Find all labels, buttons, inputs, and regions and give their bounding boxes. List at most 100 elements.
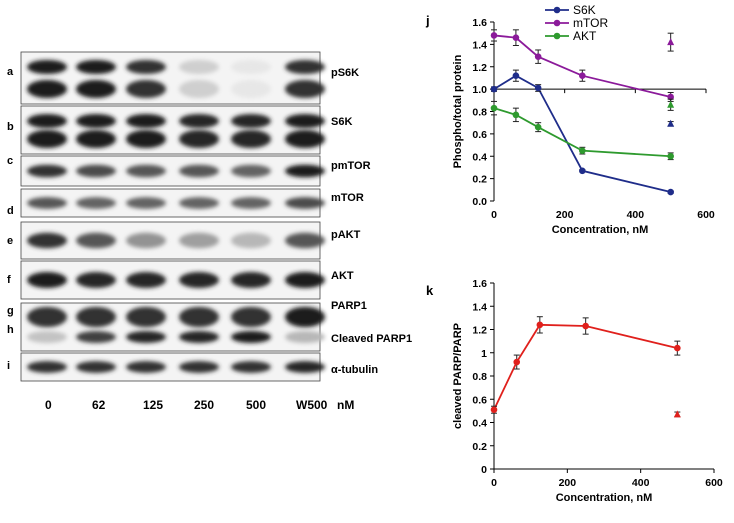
blot-band xyxy=(179,197,219,209)
blot-band xyxy=(76,361,116,373)
y-tick-label: 1 xyxy=(481,348,487,360)
lane-unit-label: nM xyxy=(337,398,354,412)
x-tick-label: 600 xyxy=(705,477,723,489)
x-axis-title: Concentration, nM xyxy=(552,224,649,236)
y-tick-label: 1.6 xyxy=(472,17,487,29)
y-tick-label: 0.4 xyxy=(472,418,487,430)
blot-band xyxy=(27,164,67,178)
blot-row-letter: c xyxy=(7,155,13,167)
blot-band xyxy=(126,130,166,148)
data-point xyxy=(579,167,586,175)
panel-letter: k xyxy=(426,283,434,298)
panel-letter: j xyxy=(425,13,430,28)
blot-band xyxy=(179,80,219,98)
blot-row-letter: i xyxy=(7,360,10,372)
y-tick-label: 1.4 xyxy=(472,39,487,51)
blot-row-label: S6K xyxy=(331,116,352,128)
blot-band xyxy=(179,130,219,148)
blot-row-letter: d xyxy=(7,205,14,217)
blot-band-cleaved xyxy=(27,331,67,343)
blot-band xyxy=(126,60,166,74)
blot-band xyxy=(231,232,271,249)
chart-panel-k: 0 0.2 0.4 0.6 0.8 1 1.2 1.4 1.6 0 200 400 600 Concent… xyxy=(426,278,723,504)
y-tick-label: 0.8 xyxy=(472,371,487,383)
blot-row-label: Cleaved PARP1 xyxy=(331,333,412,345)
data-point xyxy=(582,322,589,330)
blot-band xyxy=(126,306,166,328)
blot-row-label: mTOR xyxy=(331,192,364,204)
blot-row-letter: a xyxy=(7,66,14,78)
blot-row-letter: f xyxy=(7,274,11,286)
y-tick-label: 1.6 xyxy=(472,278,487,290)
blot-band xyxy=(76,272,116,288)
blot-band xyxy=(179,232,219,249)
blot-band xyxy=(285,306,325,328)
data-point xyxy=(667,152,674,160)
blot-band-cleaved xyxy=(76,331,116,343)
blot-band xyxy=(76,80,116,98)
blot-band xyxy=(76,60,116,74)
y-tick-label: 0 xyxy=(481,464,487,476)
blot-band xyxy=(27,272,67,288)
blot-band-cleaved xyxy=(285,331,325,343)
blot-band xyxy=(285,164,325,178)
series-line xyxy=(493,34,671,98)
blot-row-label: pAKT xyxy=(331,229,361,241)
data-point xyxy=(490,104,498,112)
blot-strip xyxy=(20,302,321,352)
data-point xyxy=(674,344,681,352)
lane-label: 125 xyxy=(143,398,163,412)
blot-band xyxy=(126,80,166,98)
blot-band xyxy=(27,80,67,98)
data-point xyxy=(490,32,498,39)
lane-label: 62 xyxy=(92,398,106,412)
blot-band xyxy=(27,197,67,209)
series-line xyxy=(493,323,678,411)
lane-label: 500 xyxy=(246,398,266,412)
y-tick-label: 0.6 xyxy=(472,394,487,406)
blot-band xyxy=(27,130,67,148)
blot-band xyxy=(285,130,325,148)
blot-row-label: α-tubulin xyxy=(331,364,378,376)
lane-label: 0 xyxy=(45,398,52,412)
x-axis-title: Concentration, nM xyxy=(556,492,653,504)
blot-band xyxy=(76,114,116,128)
data-point xyxy=(512,111,520,119)
blot-band xyxy=(76,306,116,328)
blot-band xyxy=(231,306,271,328)
blot-band xyxy=(126,232,166,249)
legend-label: AKT xyxy=(573,29,597,43)
x-tick-label: 0 xyxy=(491,477,497,489)
blot-band xyxy=(285,60,325,74)
data-point xyxy=(512,34,520,41)
blot-band xyxy=(126,361,166,373)
blot-row-letter: b xyxy=(7,121,14,133)
data-point xyxy=(513,358,521,366)
blot-band xyxy=(285,272,325,288)
blot-band xyxy=(285,361,325,373)
blot-row-label: pS6K xyxy=(331,67,359,79)
blot-band xyxy=(231,197,271,209)
blot-band xyxy=(179,114,219,128)
washout-point xyxy=(667,38,675,46)
lane-label: 250 xyxy=(194,398,214,412)
blot-band xyxy=(27,60,67,74)
blot-band xyxy=(27,306,67,328)
lane-label: W500 xyxy=(296,398,328,412)
washout-point xyxy=(673,410,681,418)
blot-row-label: PARP1 xyxy=(331,300,367,312)
blot-band xyxy=(179,361,219,373)
blot-band xyxy=(285,197,325,209)
y-tick-label: 1.0 xyxy=(472,84,487,96)
blot-band xyxy=(76,130,116,148)
x-tick-label: 200 xyxy=(559,477,577,489)
y-tick-label: 1.4 xyxy=(472,301,487,313)
blot-row-letter: h xyxy=(7,324,14,336)
y-tick-label: 0.4 xyxy=(472,151,487,163)
blot-band xyxy=(179,60,219,74)
data-point xyxy=(534,84,542,92)
data-point xyxy=(512,72,520,79)
blot-band-cleaved xyxy=(126,331,166,343)
y-axis-title: cleaved PARP/PARP xyxy=(452,323,464,429)
